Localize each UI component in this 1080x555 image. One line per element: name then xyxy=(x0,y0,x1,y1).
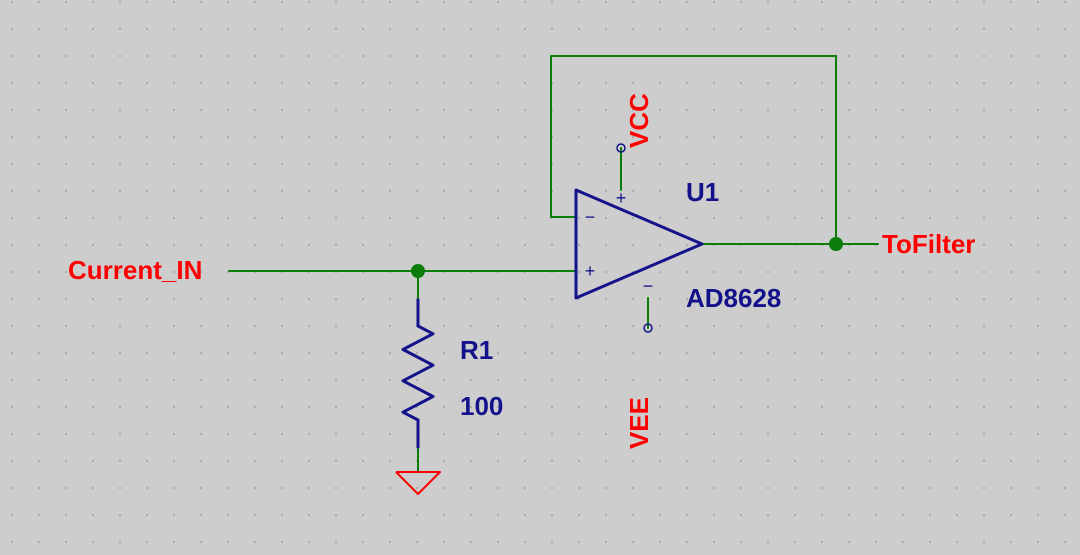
pin-plus-supply: + xyxy=(616,188,627,208)
net-label-input: Current_IN xyxy=(68,255,202,285)
pin-minus-supply: − xyxy=(643,276,654,296)
schematic-canvas: −++−Current_INToFilterVCCVEEU1AD8628R110… xyxy=(0,0,1080,555)
junction xyxy=(411,264,425,278)
net-label-vcc: VCC xyxy=(624,93,654,148)
opamp-ref-label: U1 xyxy=(686,177,719,207)
junction xyxy=(829,237,843,251)
pin-plus-in: + xyxy=(585,261,596,281)
pin-minus-in: − xyxy=(585,207,596,227)
resistor-value-label: 100 xyxy=(460,391,503,421)
net-label-output: ToFilter xyxy=(882,229,975,259)
resistor-ref-label: R1 xyxy=(460,335,493,365)
opamp-value-label: AD8628 xyxy=(686,283,781,313)
net-label-vee: VEE xyxy=(624,397,654,449)
